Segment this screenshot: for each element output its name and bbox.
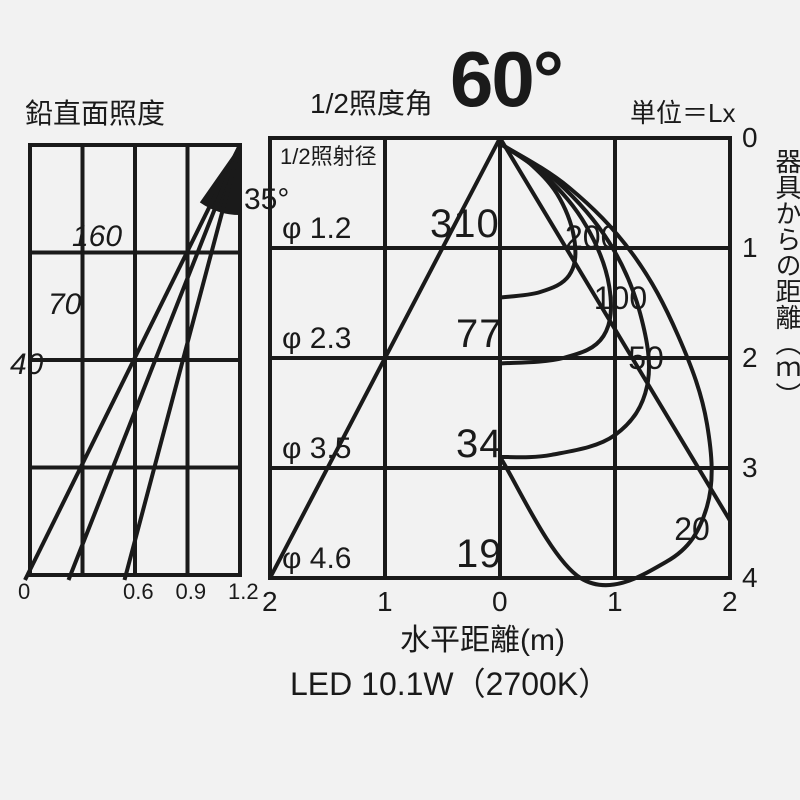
light-distribution-chart: { "canvas": { "w": 800, "h": 800, "bg": … — [0, 0, 800, 800]
chart-svg — [0, 0, 800, 800]
